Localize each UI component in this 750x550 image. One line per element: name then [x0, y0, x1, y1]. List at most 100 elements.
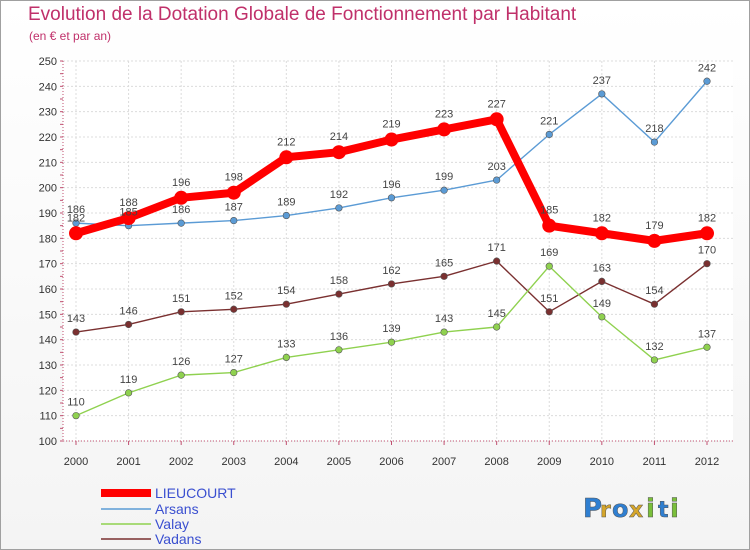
data-label: 132: [645, 341, 663, 353]
data-point: [230, 369, 238, 377]
y-tick-label: 230: [39, 107, 57, 119]
data-point: [72, 328, 80, 336]
data-point: [598, 277, 606, 286]
logo-letter: P: [583, 494, 602, 524]
data-label: 151: [172, 293, 190, 305]
y-tick-label: 140: [39, 335, 57, 347]
data-point: [124, 389, 133, 397]
x-tick-label: 2006: [379, 456, 403, 468]
data-point: [703, 343, 711, 351]
data-point: [335, 204, 343, 212]
data-label: 186: [67, 204, 85, 216]
data-point: [489, 112, 504, 127]
data-point: [598, 90, 606, 98]
data-label: 169: [540, 247, 558, 259]
x-tick-label: 2007: [432, 456, 456, 468]
grid-lines: [63, 60, 733, 442]
y-axis: 100 110 120 130 140 150 160 170 180 190 200 210 220 2…: [39, 56, 64, 448]
x-axis: 2000 2001 2002 2003 2004 2005 2006 2007 2008 2009…: [63, 440, 733, 468]
y-tick-label: 130: [39, 360, 57, 372]
data-label: 203: [487, 161, 505, 173]
x-tick-label: 2001: [116, 456, 140, 468]
data-point: [598, 313, 606, 321]
data-point: [124, 320, 133, 329]
y-tick-label: 100: [39, 436, 57, 448]
legend-label-valay: Valay: [155, 516, 189, 532]
x-tick-label: 2003: [222, 456, 246, 468]
data-point: [387, 280, 396, 288]
data-point: [440, 186, 448, 194]
data-point: [542, 218, 557, 233]
proxiti-logo: Pr o x i t i: [583, 494, 679, 525]
data-label: 218: [645, 123, 663, 135]
y-tick-label: 180: [39, 233, 57, 245]
data-label: 119: [120, 374, 138, 386]
data-label: 171: [487, 242, 505, 254]
data-label: 219: [382, 119, 400, 131]
data-point: [279, 150, 294, 165]
data-label: 151: [540, 293, 558, 305]
data-label: 127: [225, 354, 243, 366]
data-label: 143: [435, 313, 453, 325]
data-point: [282, 353, 290, 362]
data-label: 242: [698, 62, 716, 74]
data-point: [384, 132, 399, 147]
data-point: [335, 290, 343, 298]
x-tick-label: 2008: [484, 456, 508, 468]
data-label: 214: [330, 131, 348, 143]
legend-label-arsans: Arsans: [155, 501, 199, 517]
data-label: 158: [330, 275, 348, 287]
data-label: 189: [277, 197, 295, 209]
y-tick-label: 110: [39, 411, 57, 423]
logo-letter: i: [670, 494, 679, 524]
data-point: [72, 412, 80, 420]
y-tick-label: 240: [39, 81, 57, 93]
data-label: 137: [698, 328, 716, 340]
y-tick-label: 200: [39, 183, 57, 195]
data-label: 179: [645, 220, 663, 232]
data-label: 185: [540, 205, 558, 217]
data-label: 186: [172, 204, 190, 216]
legend-label-vadans: Vadans: [155, 531, 201, 547]
data-label: 110: [67, 397, 85, 409]
data-point: [226, 185, 241, 200]
data-label: 212: [277, 136, 295, 148]
logo-letter: t: [658, 498, 669, 523]
data-point: [493, 257, 501, 265]
data-label: 223: [435, 108, 453, 120]
chart-subtitle: (en € et par an): [29, 29, 112, 43]
x-tick-label: 2011: [643, 456, 667, 468]
data-point: [703, 260, 711, 268]
data-label: 136: [330, 331, 348, 343]
data-label: 185: [119, 207, 137, 219]
data-point: [230, 217, 238, 225]
data-point: [650, 138, 659, 146]
data-label: 182: [698, 212, 716, 224]
data-point: [650, 356, 659, 364]
x-tick-label: 2005: [327, 456, 351, 468]
data-label: 198: [225, 172, 243, 184]
data-point: [703, 77, 711, 85]
logo-letter: r: [600, 498, 611, 523]
data-point: [282, 211, 290, 220]
x-tick-label: 2000: [64, 456, 88, 468]
data-point: [331, 145, 346, 160]
data-label: 227: [487, 98, 505, 110]
data-point: [387, 338, 396, 346]
data-label: 199: [435, 171, 453, 183]
data-label: 165: [435, 257, 453, 269]
data-label: 149: [593, 298, 611, 310]
x-tick-label: 2002: [169, 456, 193, 468]
data-point: [594, 226, 609, 241]
data-label: 146: [119, 305, 137, 317]
data-label: 187: [225, 202, 243, 214]
data-point: [440, 328, 448, 336]
chart-title: Evolution de la Dotation Globale de Fonc…: [28, 4, 577, 25]
data-label: 221: [540, 115, 558, 127]
data-point: [493, 323, 501, 331]
data-label: 154: [645, 285, 663, 297]
y-tick-label: 220: [39, 132, 57, 144]
x-tick-label: 2012: [695, 456, 719, 468]
